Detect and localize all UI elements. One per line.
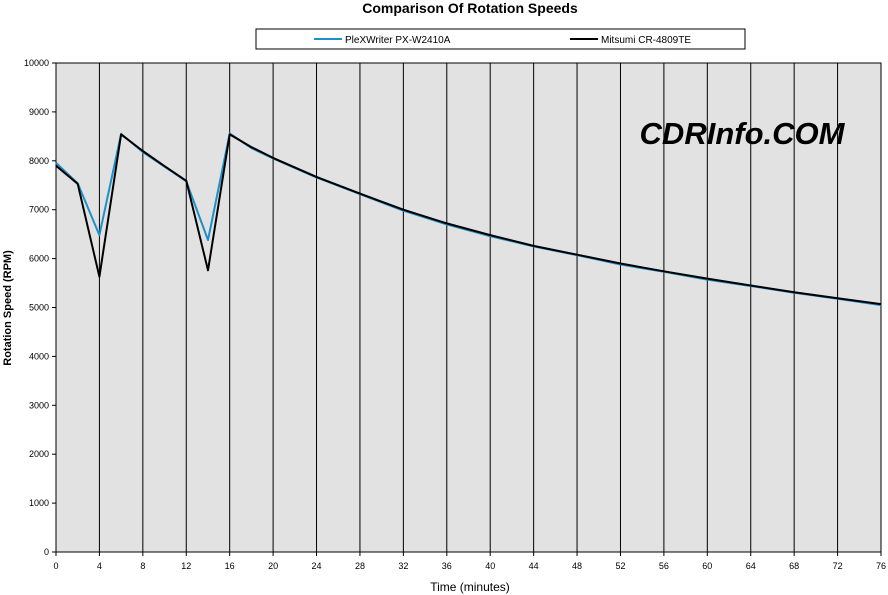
x-tick-label: 60 <box>702 561 712 571</box>
legend-box <box>255 28 746 50</box>
y-tick-label: 3000 <box>29 400 49 410</box>
x-tick-label: 56 <box>659 561 669 571</box>
x-axis-title: Time (minutes) <box>430 580 510 594</box>
y-axis-title: Rotation Speed (RPM) <box>2 250 14 366</box>
x-tick-label: 52 <box>615 561 625 571</box>
x-tick-label: 68 <box>789 561 799 571</box>
y-tick-label: 9000 <box>29 107 49 117</box>
y-tick-label: 10000 <box>24 58 49 68</box>
y-tick-label: 8000 <box>29 156 49 166</box>
x-tick-label: 8 <box>140 561 145 571</box>
plot-area <box>55 62 882 553</box>
legend-label-mitsumi: Mitsumi CR-4809TE <box>601 35 691 46</box>
legend-label-plexwriter: PleXWriter PX-W2410A <box>345 35 451 46</box>
x-tick-label: 48 <box>572 561 582 571</box>
axes: 0 4 8 12 16 20 24 28 32 36 40 44 48 52 56 60 64 68 72 76010… <box>24 58 886 571</box>
x-tick-label: 0 <box>53 561 58 571</box>
y-tick-label: 5000 <box>29 303 49 313</box>
grid-lines <box>98 63 839 552</box>
x-tick-label: 28 <box>355 561 365 571</box>
y-tick-label: 6000 <box>29 254 49 264</box>
x-tick-label: 76 <box>876 561 886 571</box>
x-tick-label: 36 <box>442 561 452 571</box>
y-tick-label: 2000 <box>29 449 49 459</box>
x-tick-label: 44 <box>529 561 539 571</box>
y-tick-label: 1000 <box>29 498 49 508</box>
y-tick-label: 7000 <box>29 205 49 215</box>
watermark: CDRInfo.COM <box>640 116 846 151</box>
legend: PleXWriter PX-W2410A Mitsumi CR-4809TE <box>255 28 746 50</box>
x-tick-label: 20 <box>268 561 278 571</box>
x-tick-label: 16 <box>225 561 235 571</box>
x-tick-label: 64 <box>746 561 756 571</box>
series-line-mitsumi <box>55 133 882 306</box>
chart-title: Comparison Of Rotation Speeds <box>362 0 578 16</box>
x-tick-label: 12 <box>181 561 191 571</box>
series-lines <box>55 132 882 307</box>
x-tick-label: 72 <box>833 561 843 571</box>
x-tick-label: 40 <box>485 561 495 571</box>
y-tick-label: 4000 <box>29 351 49 361</box>
y-tick-label: 0 <box>44 547 49 557</box>
x-tick-label: 24 <box>312 561 322 571</box>
x-tick-label: 32 <box>398 561 408 571</box>
x-tick-label: 4 <box>97 561 102 571</box>
